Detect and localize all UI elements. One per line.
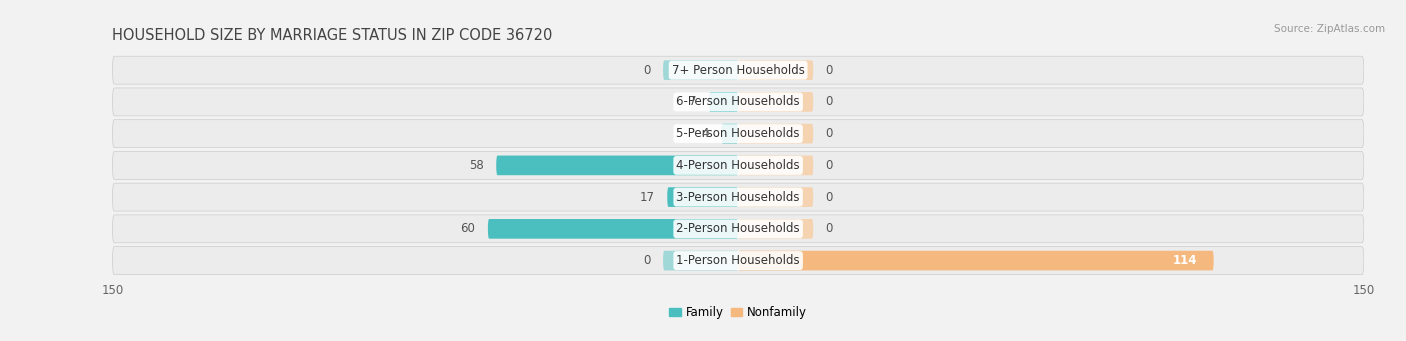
FancyBboxPatch shape (112, 88, 1364, 116)
Text: 7: 7 (689, 95, 696, 108)
Text: 0: 0 (825, 127, 834, 140)
FancyBboxPatch shape (721, 124, 738, 144)
FancyBboxPatch shape (738, 92, 813, 112)
Text: 6-Person Households: 6-Person Households (676, 95, 800, 108)
Legend: Family, Nonfamily: Family, Nonfamily (665, 301, 811, 324)
FancyBboxPatch shape (664, 60, 738, 80)
Text: 7+ Person Households: 7+ Person Households (672, 64, 804, 77)
FancyBboxPatch shape (112, 151, 1364, 179)
Text: 0: 0 (825, 159, 834, 172)
Text: 3-Person Households: 3-Person Households (676, 191, 800, 204)
Text: 114: 114 (1173, 254, 1197, 267)
FancyBboxPatch shape (709, 92, 738, 112)
FancyBboxPatch shape (488, 219, 738, 239)
Text: 0: 0 (643, 64, 651, 77)
FancyBboxPatch shape (738, 124, 813, 144)
FancyBboxPatch shape (738, 187, 813, 207)
FancyBboxPatch shape (738, 155, 813, 175)
FancyBboxPatch shape (738, 60, 813, 80)
FancyBboxPatch shape (664, 251, 738, 270)
Text: 17: 17 (640, 191, 655, 204)
FancyBboxPatch shape (112, 120, 1364, 148)
Text: 60: 60 (461, 222, 475, 235)
Text: 0: 0 (825, 222, 834, 235)
Text: 5-Person Households: 5-Person Households (676, 127, 800, 140)
FancyBboxPatch shape (738, 219, 813, 239)
Text: 1-Person Households: 1-Person Households (676, 254, 800, 267)
FancyBboxPatch shape (112, 247, 1364, 275)
Text: 4-Person Households: 4-Person Households (676, 159, 800, 172)
Text: 0: 0 (825, 64, 834, 77)
Text: 0: 0 (825, 95, 834, 108)
FancyBboxPatch shape (668, 187, 738, 207)
Text: 2-Person Households: 2-Person Households (676, 222, 800, 235)
FancyBboxPatch shape (112, 183, 1364, 211)
Text: 58: 58 (470, 159, 484, 172)
Text: 4: 4 (702, 127, 709, 140)
Text: Source: ZipAtlas.com: Source: ZipAtlas.com (1274, 24, 1385, 34)
Text: HOUSEHOLD SIZE BY MARRIAGE STATUS IN ZIP CODE 36720: HOUSEHOLD SIZE BY MARRIAGE STATUS IN ZIP… (112, 28, 553, 43)
Text: 0: 0 (825, 191, 834, 204)
FancyBboxPatch shape (496, 155, 738, 175)
FancyBboxPatch shape (112, 215, 1364, 243)
FancyBboxPatch shape (112, 56, 1364, 84)
FancyBboxPatch shape (738, 251, 1213, 270)
Text: 0: 0 (643, 254, 651, 267)
